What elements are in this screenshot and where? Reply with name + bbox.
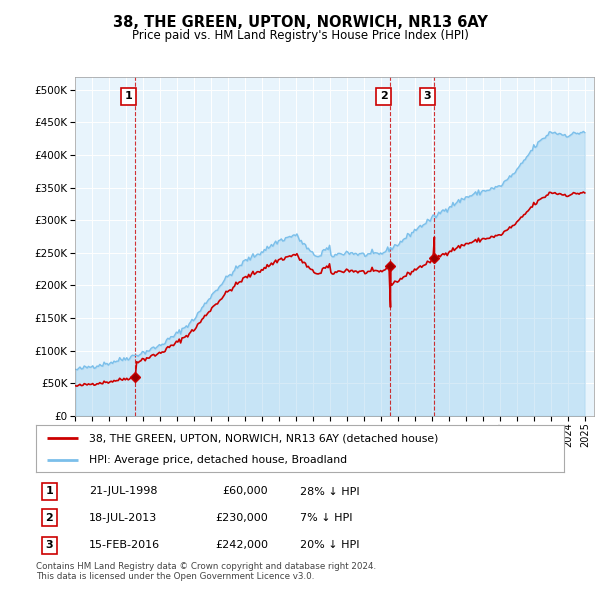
Text: Contains HM Land Registry data © Crown copyright and database right 2024.
This d: Contains HM Land Registry data © Crown c…	[36, 562, 376, 581]
Text: 38, THE GREEN, UPTON, NORWICH, NR13 6AY: 38, THE GREEN, UPTON, NORWICH, NR13 6AY	[113, 15, 487, 30]
Text: £242,000: £242,000	[215, 540, 268, 550]
Text: 21-JUL-1998: 21-JUL-1998	[89, 487, 157, 496]
Text: 7% ↓ HPI: 7% ↓ HPI	[300, 513, 353, 523]
Text: £230,000: £230,000	[215, 513, 268, 523]
Text: 20% ↓ HPI: 20% ↓ HPI	[300, 540, 359, 550]
Text: 2: 2	[380, 91, 388, 101]
Text: 28% ↓ HPI: 28% ↓ HPI	[300, 487, 359, 496]
Text: 3: 3	[424, 91, 431, 101]
Text: 3: 3	[46, 540, 53, 550]
Text: £60,000: £60,000	[223, 487, 268, 496]
Text: 38, THE GREEN, UPTON, NORWICH, NR13 6AY (detached house): 38, THE GREEN, UPTON, NORWICH, NR13 6AY …	[89, 433, 438, 443]
Text: 15-FEB-2016: 15-FEB-2016	[89, 540, 160, 550]
Text: 2: 2	[46, 513, 53, 523]
Text: HPI: Average price, detached house, Broadland: HPI: Average price, detached house, Broa…	[89, 455, 347, 465]
Text: 18-JUL-2013: 18-JUL-2013	[89, 513, 157, 523]
Text: 1: 1	[125, 91, 133, 101]
Text: Price paid vs. HM Land Registry's House Price Index (HPI): Price paid vs. HM Land Registry's House …	[131, 30, 469, 42]
Text: 1: 1	[46, 487, 53, 496]
